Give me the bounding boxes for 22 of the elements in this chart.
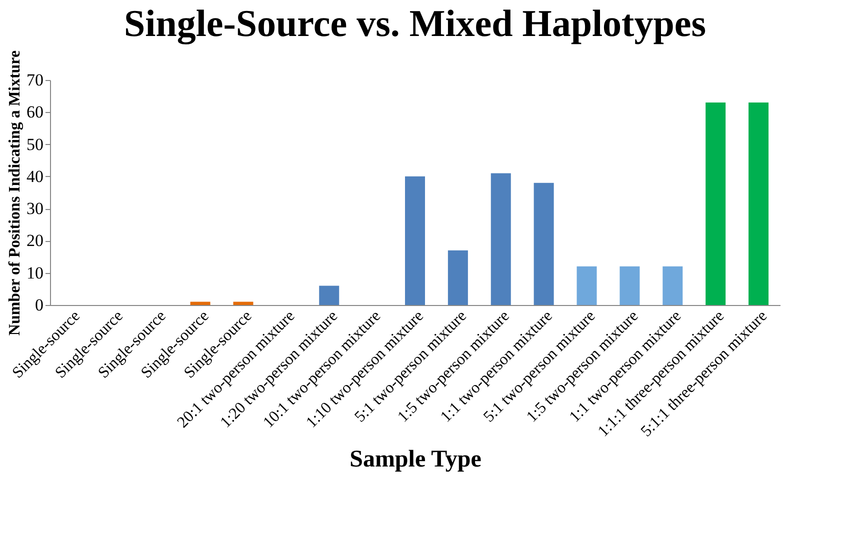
bar — [534, 182, 554, 305]
y-tick-label: 30 — [26, 199, 44, 218]
y-tick-label: 60 — [26, 102, 44, 122]
x-axis-title: Sample Type — [350, 446, 482, 472]
y-tick-label: 20 — [26, 231, 44, 250]
bar — [490, 173, 511, 305]
bar — [662, 266, 683, 305]
bar — [748, 102, 769, 305]
y-tick-label: 50 — [26, 134, 44, 154]
y-tick-label: 70 — [26, 70, 44, 90]
y-tick-label: 10 — [26, 263, 44, 282]
bar — [405, 176, 425, 305]
chart-title: Single-Source vs. Mixed Haplotypes — [124, 2, 706, 45]
bar — [706, 102, 726, 305]
bar — [190, 302, 210, 305]
y-tick-label: 40 — [26, 166, 44, 186]
bar — [576, 266, 597, 305]
bar — [319, 286, 340, 305]
y-tick-label: 0 — [35, 296, 44, 314]
bar — [620, 266, 640, 305]
bar — [448, 250, 468, 305]
bar — [233, 302, 254, 305]
